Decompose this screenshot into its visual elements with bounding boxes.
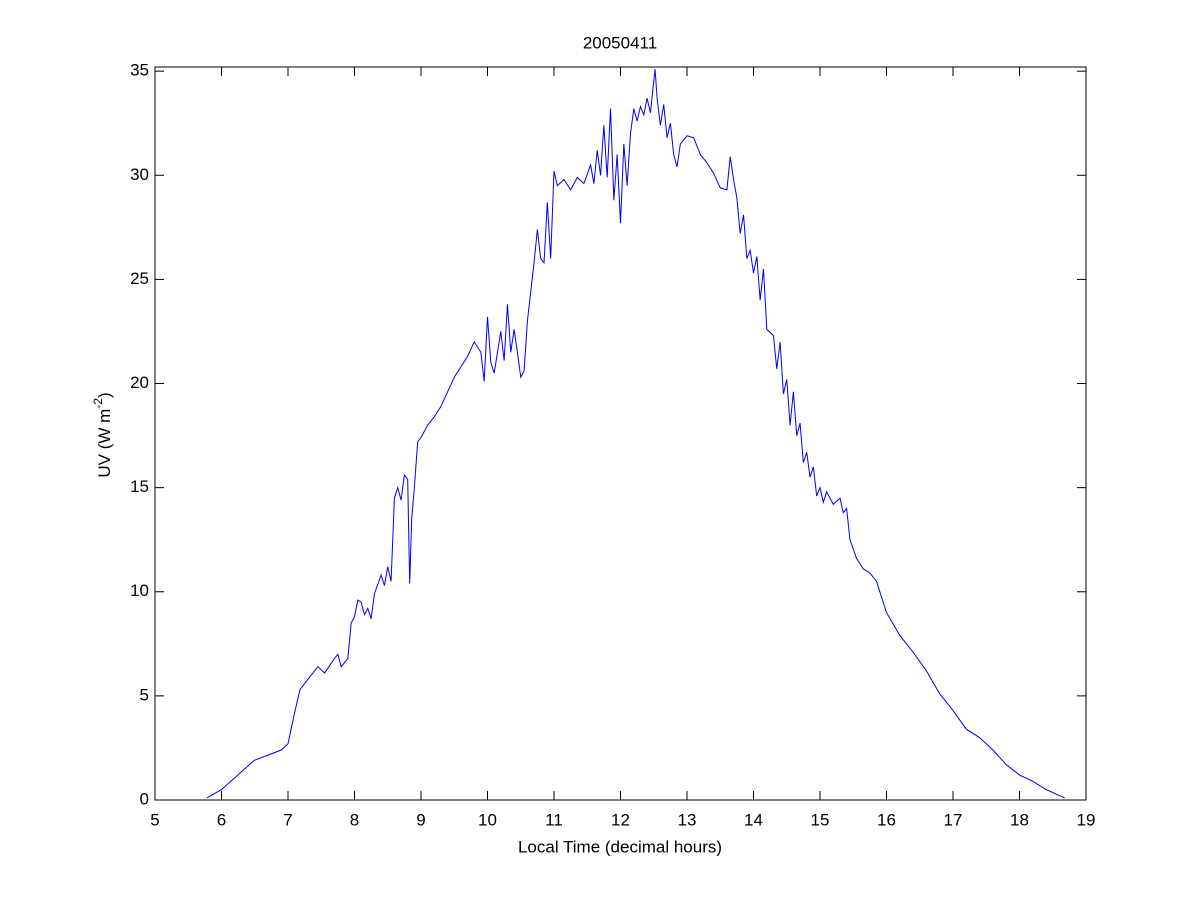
x-tick-label: 5 bbox=[150, 810, 159, 829]
y-tick-label: 35 bbox=[130, 61, 149, 80]
chart-title: 20050411 bbox=[583, 33, 657, 52]
y-tick-label: 10 bbox=[130, 581, 149, 600]
x-tick-label: 15 bbox=[811, 810, 830, 829]
data-line bbox=[206, 69, 1065, 799]
y-tick-label: 20 bbox=[130, 373, 149, 392]
x-tick-label: 19 bbox=[1077, 810, 1096, 829]
x-tick-label: 7 bbox=[283, 810, 292, 829]
x-tick-label: 10 bbox=[478, 810, 497, 829]
x-tick-label: 18 bbox=[1010, 810, 1029, 829]
x-axis-label: Local Time (decimal hours) bbox=[518, 837, 722, 856]
x-tick-label: 14 bbox=[744, 810, 763, 829]
x-tick-label: 17 bbox=[944, 810, 963, 829]
y-axis-label: UV (W m-2) bbox=[91, 392, 114, 477]
y-tick-label: 25 bbox=[130, 269, 149, 288]
y-tick-label: 5 bbox=[140, 685, 149, 704]
y-tick-label: 15 bbox=[130, 477, 149, 496]
x-tick-label: 11 bbox=[545, 810, 563, 829]
y-axis-label-superscript: -2 bbox=[91, 398, 105, 409]
y-axis-label-suffix: ) bbox=[95, 392, 114, 398]
x-tick-label: 8 bbox=[350, 810, 359, 829]
y-tick-label: 30 bbox=[130, 165, 149, 184]
x-tick-label: 13 bbox=[678, 810, 697, 829]
plot-frame bbox=[154, 66, 1087, 801]
x-tick-label: 6 bbox=[217, 810, 226, 829]
y-axis-label-text: UV (W m bbox=[95, 409, 114, 478]
y-tick-label: 0 bbox=[140, 789, 149, 808]
x-tick-label: 16 bbox=[877, 810, 896, 829]
x-tick-label: 12 bbox=[611, 810, 630, 829]
x-tick-label: 9 bbox=[416, 810, 425, 829]
